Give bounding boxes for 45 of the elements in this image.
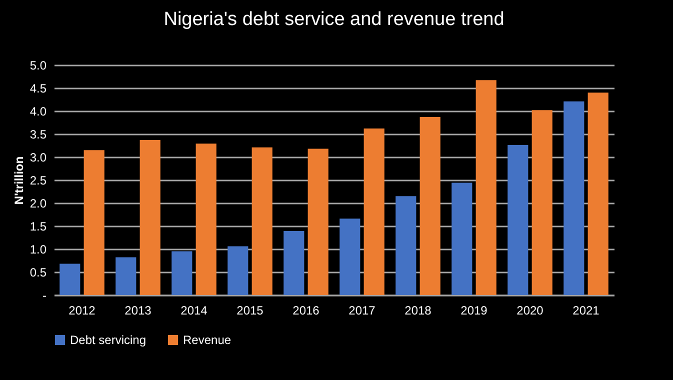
bar — [252, 147, 272, 295]
bar — [396, 196, 416, 295]
y-tick-label: 1.0 — [30, 242, 47, 256]
bar — [508, 145, 528, 295]
y-tick-label: 3.5 — [30, 128, 47, 142]
bar — [532, 110, 552, 295]
y-tick-label: - — [42, 288, 46, 302]
x-tick-label: 2017 — [348, 304, 376, 318]
bar — [452, 182, 472, 295]
x-tick-label: 2021 — [572, 304, 600, 318]
bar — [196, 144, 216, 295]
y-tick-label: 2.5 — [30, 174, 47, 188]
y-tick-label: 2.0 — [30, 196, 47, 210]
bar — [420, 116, 440, 295]
bar — [84, 150, 104, 295]
bar — [476, 80, 496, 295]
legend-label: Revenue — [183, 333, 232, 347]
legend-label: Debt servicing — [70, 333, 146, 347]
x-tick-label: 2018 — [404, 304, 432, 318]
bar — [60, 264, 80, 295]
bar — [284, 231, 304, 295]
y-tick-label: 3.0 — [30, 150, 47, 164]
bar — [588, 92, 608, 295]
x-tick-label: 2012 — [68, 304, 96, 318]
y-tick-label: 4.0 — [30, 104, 47, 118]
y-tick-label: 1.5 — [30, 220, 47, 234]
bar — [116, 257, 136, 295]
bar — [140, 140, 160, 295]
bar — [564, 101, 584, 295]
x-tick-label: 2015 — [236, 304, 264, 318]
x-tick-label: 2013 — [124, 304, 152, 318]
bar — [228, 246, 248, 295]
y-tick-label: 0.5 — [30, 266, 47, 280]
x-tick-label: 2016 — [292, 304, 320, 318]
bar — [364, 128, 384, 295]
chart-title: Nigeria's debt service and revenue trend — [164, 9, 504, 30]
x-tick-label: 2019 — [460, 304, 488, 318]
x-tick-label: 2014 — [180, 304, 208, 318]
y-tick-label: 4.5 — [30, 82, 47, 96]
bar — [340, 218, 360, 295]
bar — [172, 251, 192, 295]
y-tick-label: 5.0 — [30, 58, 47, 72]
y-axis-title: N'trillion — [12, 156, 26, 205]
x-tick-label: 2020 — [516, 304, 544, 318]
bar — [308, 148, 328, 295]
